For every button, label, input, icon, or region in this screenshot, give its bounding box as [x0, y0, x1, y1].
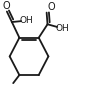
Text: O: O: [47, 2, 55, 12]
Text: OH: OH: [56, 24, 69, 33]
Text: OH: OH: [20, 16, 33, 25]
Text: O: O: [3, 1, 10, 11]
